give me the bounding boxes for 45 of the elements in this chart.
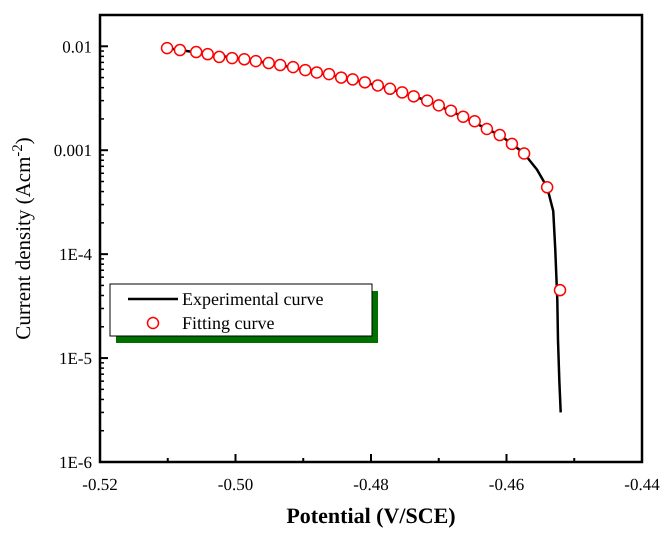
point xyxy=(444,104,458,117)
point xyxy=(274,58,286,72)
point xyxy=(420,94,434,107)
point xyxy=(493,128,506,142)
point xyxy=(396,86,408,99)
point xyxy=(299,64,312,76)
point xyxy=(358,76,372,89)
point xyxy=(346,73,359,86)
legend-label: Fitting curve xyxy=(182,313,274,333)
point xyxy=(262,56,275,70)
point xyxy=(384,82,396,96)
x-tick-label: -0.52 xyxy=(82,475,118,494)
point xyxy=(407,90,420,103)
point xyxy=(250,54,262,68)
x-tick-label: -0.44 xyxy=(624,475,660,494)
point xyxy=(238,53,251,66)
point xyxy=(554,284,566,296)
point xyxy=(310,66,324,79)
point xyxy=(212,50,226,64)
point xyxy=(190,46,202,58)
point xyxy=(518,147,530,160)
point xyxy=(174,44,186,56)
point xyxy=(226,52,238,64)
point xyxy=(322,68,336,80)
x-tick-label: -0.46 xyxy=(488,475,524,494)
point xyxy=(286,60,300,74)
point xyxy=(456,110,470,123)
y-tick-label: 0.001 xyxy=(54,141,92,160)
y-tick-label: 0.01 xyxy=(62,37,92,56)
y-tick-label: 1E-6 xyxy=(58,453,92,472)
legend-label: Experimental curve xyxy=(182,289,324,309)
point xyxy=(160,42,174,54)
point xyxy=(372,79,384,92)
x-tick-label: -0.50 xyxy=(218,475,254,494)
point xyxy=(468,114,481,128)
point xyxy=(334,71,348,84)
point xyxy=(480,122,494,136)
point xyxy=(201,48,214,60)
point xyxy=(540,181,554,194)
y-tick-label: 1E-5 xyxy=(58,349,92,368)
point xyxy=(432,99,445,112)
y-tick-label: 1E-4 xyxy=(58,245,92,264)
x-tick-label: -0.48 xyxy=(353,475,389,494)
point xyxy=(506,138,518,150)
x-axis-title: Potential (V/SCE) xyxy=(286,503,456,528)
